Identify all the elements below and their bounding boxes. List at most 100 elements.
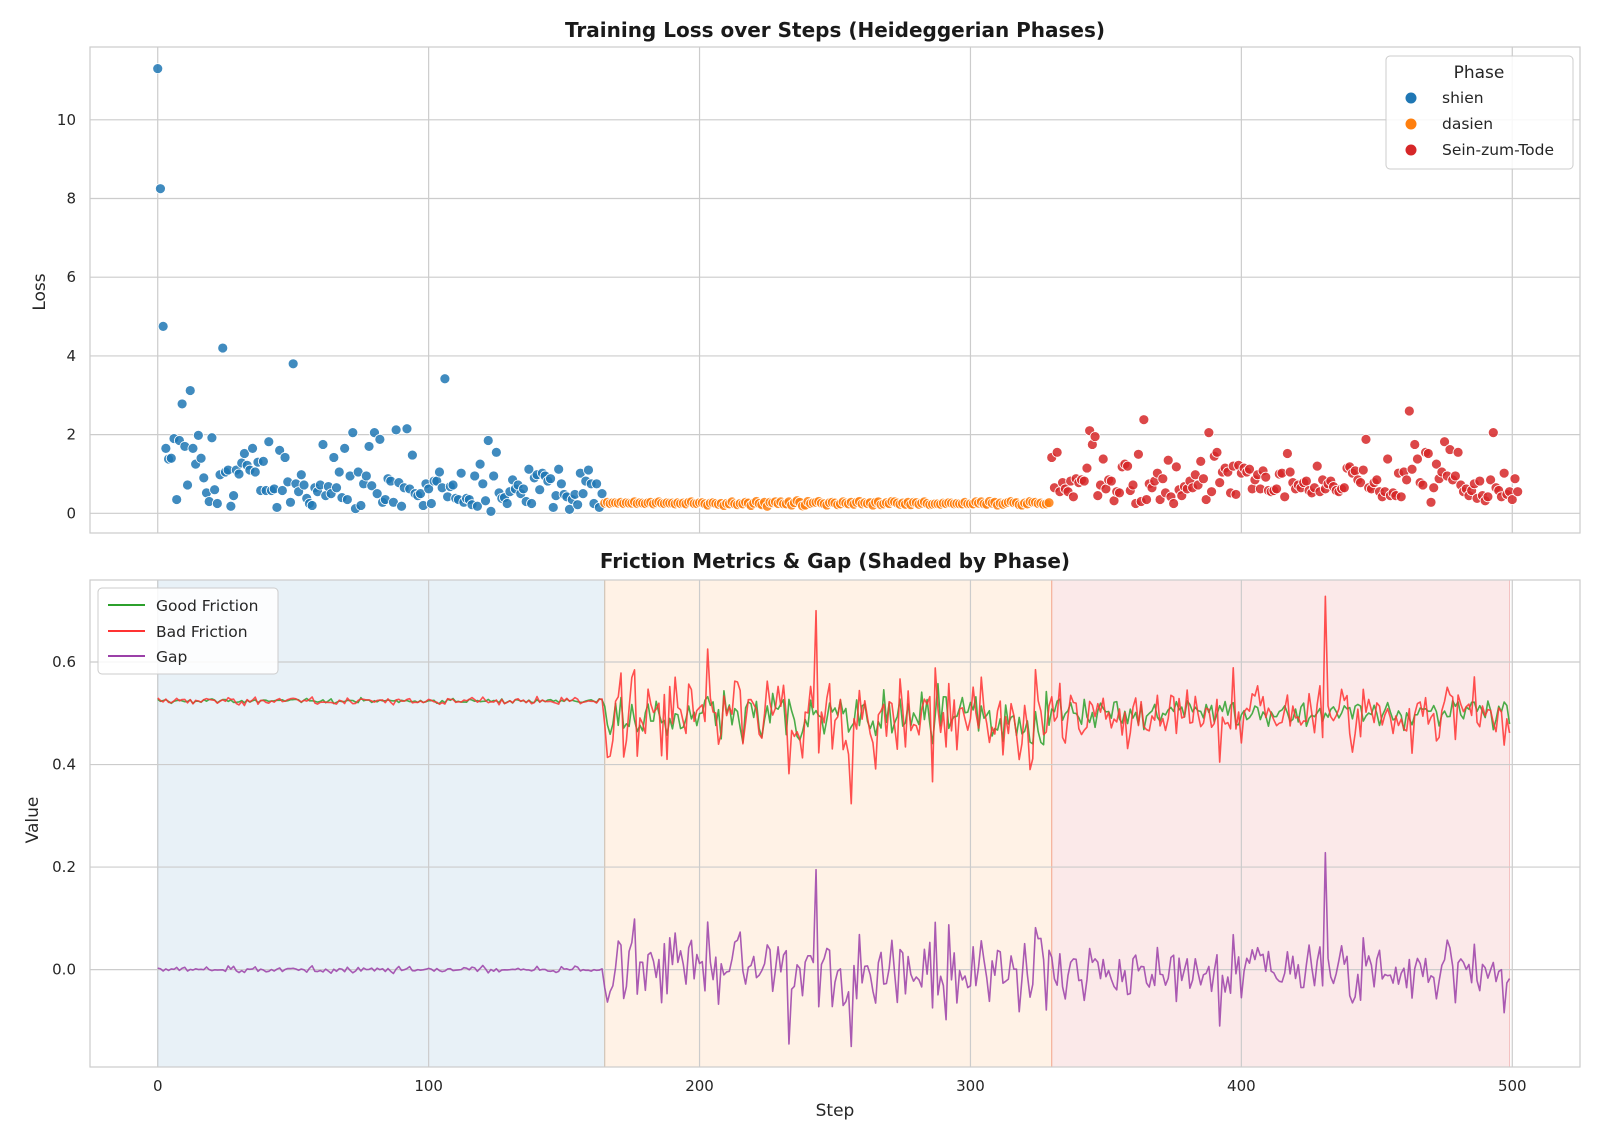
loss-y-tick-label: 10 bbox=[57, 111, 76, 129]
loss-y-axis-label: Loss bbox=[30, 273, 50, 310]
point-shien bbox=[477, 478, 489, 490]
point-sein-zum-tode bbox=[1485, 474, 1496, 486]
point-shien bbox=[317, 439, 329, 450]
point-sein-zum-tode bbox=[1282, 448, 1293, 459]
point-sein-zum-tode bbox=[1122, 460, 1133, 472]
friction-x-tick-label: 500 bbox=[1498, 1077, 1527, 1095]
legend-label-shien: shien bbox=[1442, 89, 1484, 107]
point-sein-zum-tode bbox=[1279, 491, 1291, 503]
point-sein-zum-tode bbox=[1371, 474, 1383, 486]
point-sein-zum-tode bbox=[1401, 474, 1413, 486]
point-shien bbox=[471, 500, 483, 512]
point-sein-zum-tode bbox=[1284, 466, 1296, 478]
point-sein-zum-tode bbox=[1431, 458, 1442, 470]
point-shien bbox=[572, 499, 584, 511]
point-sein-zum-tode bbox=[1449, 470, 1461, 482]
point-shien bbox=[523, 463, 535, 475]
point-sein-zum-tode bbox=[1412, 453, 1423, 465]
point-sein-zum-tode bbox=[1300, 475, 1312, 487]
point-shien bbox=[406, 449, 418, 461]
point-shien bbox=[482, 435, 494, 446]
point-sein-zum-tode bbox=[1170, 461, 1182, 473]
point-shien bbox=[553, 463, 565, 475]
loss-chart-frame bbox=[89, 46, 1581, 534]
point-sein-zum-tode bbox=[1452, 446, 1464, 458]
legend-label-bad-friction: Bad Friction bbox=[156, 623, 248, 641]
point-sein-zum-tode bbox=[1260, 471, 1272, 483]
point-shien bbox=[298, 479, 310, 491]
point-shien bbox=[555, 478, 567, 490]
point-shien bbox=[534, 484, 546, 496]
point-sein-zum-tode bbox=[1081, 462, 1093, 474]
point-sein-zum-tode bbox=[1162, 454, 1174, 466]
point-shien bbox=[425, 498, 437, 509]
point-sein-zum-tode bbox=[1092, 490, 1104, 502]
point-shien bbox=[390, 424, 402, 436]
point-shien bbox=[276, 485, 288, 496]
point-shien bbox=[187, 442, 199, 454]
loss-chart-ticks: 0 2 4 6 8 10 bbox=[57, 111, 76, 523]
point-shien bbox=[160, 442, 172, 454]
point-shien bbox=[155, 183, 166, 195]
friction-x-tick-label: 100 bbox=[414, 1077, 443, 1095]
friction-x-tick-label: 300 bbox=[956, 1077, 985, 1095]
point-shien bbox=[195, 452, 207, 464]
point-sein-zum-tode bbox=[1271, 483, 1282, 495]
point-sein-zum-tode bbox=[1138, 414, 1150, 426]
point-sein-zum-tode bbox=[1051, 446, 1063, 458]
point-sein-zum-tode bbox=[1498, 467, 1510, 479]
point-sein-zum-tode bbox=[1409, 439, 1421, 450]
point-shien bbox=[249, 466, 261, 478]
point-sein-zum-tode bbox=[1487, 427, 1499, 439]
point-shien bbox=[247, 442, 258, 454]
point-shien bbox=[401, 423, 413, 435]
point-sein-zum-tode bbox=[1198, 473, 1209, 485]
point-shien bbox=[596, 488, 608, 500]
point-sein-zum-tode bbox=[1311, 460, 1323, 472]
phase-legend-title: Phase bbox=[1454, 63, 1505, 83]
point-sein-zum-tode bbox=[1439, 436, 1450, 448]
point-shien bbox=[206, 432, 218, 444]
point-sein-zum-tode bbox=[1195, 455, 1207, 467]
line-gap bbox=[157, 851, 1511, 1048]
friction-x-tick-label: 0 bbox=[153, 1077, 163, 1095]
point-shien bbox=[363, 441, 375, 452]
point-shien bbox=[287, 358, 299, 370]
point-shien bbox=[547, 502, 559, 513]
friction-x-tick-label: 200 bbox=[685, 1077, 714, 1095]
friction-chart-lines bbox=[157, 595, 1511, 1048]
shade-sein-zum-tode bbox=[1051, 580, 1510, 1067]
legend-marker-sein-zum-tode bbox=[1405, 144, 1417, 156]
point-sein-zum-tode bbox=[1114, 487, 1125, 499]
point-shien bbox=[263, 436, 275, 448]
point-shien bbox=[184, 385, 196, 396]
point-shien bbox=[295, 469, 307, 481]
point-sein-zum-tode bbox=[1357, 464, 1369, 476]
point-sein-zum-tode bbox=[1425, 496, 1437, 508]
point-shien bbox=[396, 500, 407, 512]
point-shien bbox=[341, 494, 353, 505]
friction-legend: Good Friction Bad Friction Gap bbox=[97, 587, 279, 675]
point-shien bbox=[488, 470, 500, 482]
phase-legend-box bbox=[1385, 55, 1574, 170]
point-sein-zum-tode bbox=[1244, 463, 1255, 475]
step-x-axis-label: Step bbox=[816, 1101, 855, 1121]
point-sein-zum-tode bbox=[1141, 494, 1152, 505]
point-shien bbox=[490, 446, 502, 458]
point-shien bbox=[474, 458, 486, 470]
point-shien bbox=[371, 488, 383, 500]
point-sein-zum-tode bbox=[1482, 491, 1494, 503]
point-shien bbox=[415, 488, 426, 500]
loss-y-tick-label: 4 bbox=[66, 347, 76, 365]
point-shien bbox=[285, 496, 296, 508]
point-sein-zum-tode bbox=[1089, 431, 1101, 442]
point-shien bbox=[182, 479, 193, 491]
point-sein-zum-tode bbox=[1127, 479, 1139, 491]
point-sein-zum-tode bbox=[1417, 479, 1429, 491]
point-shien bbox=[209, 484, 221, 496]
friction-y-tick-label: 0.4 bbox=[52, 756, 76, 774]
point-shien bbox=[347, 427, 359, 439]
point-shien bbox=[469, 470, 481, 482]
friction-chart-title: Friction Metrics & Gap (Shaded by Phase) bbox=[600, 549, 1070, 573]
point-shien bbox=[279, 452, 291, 463]
